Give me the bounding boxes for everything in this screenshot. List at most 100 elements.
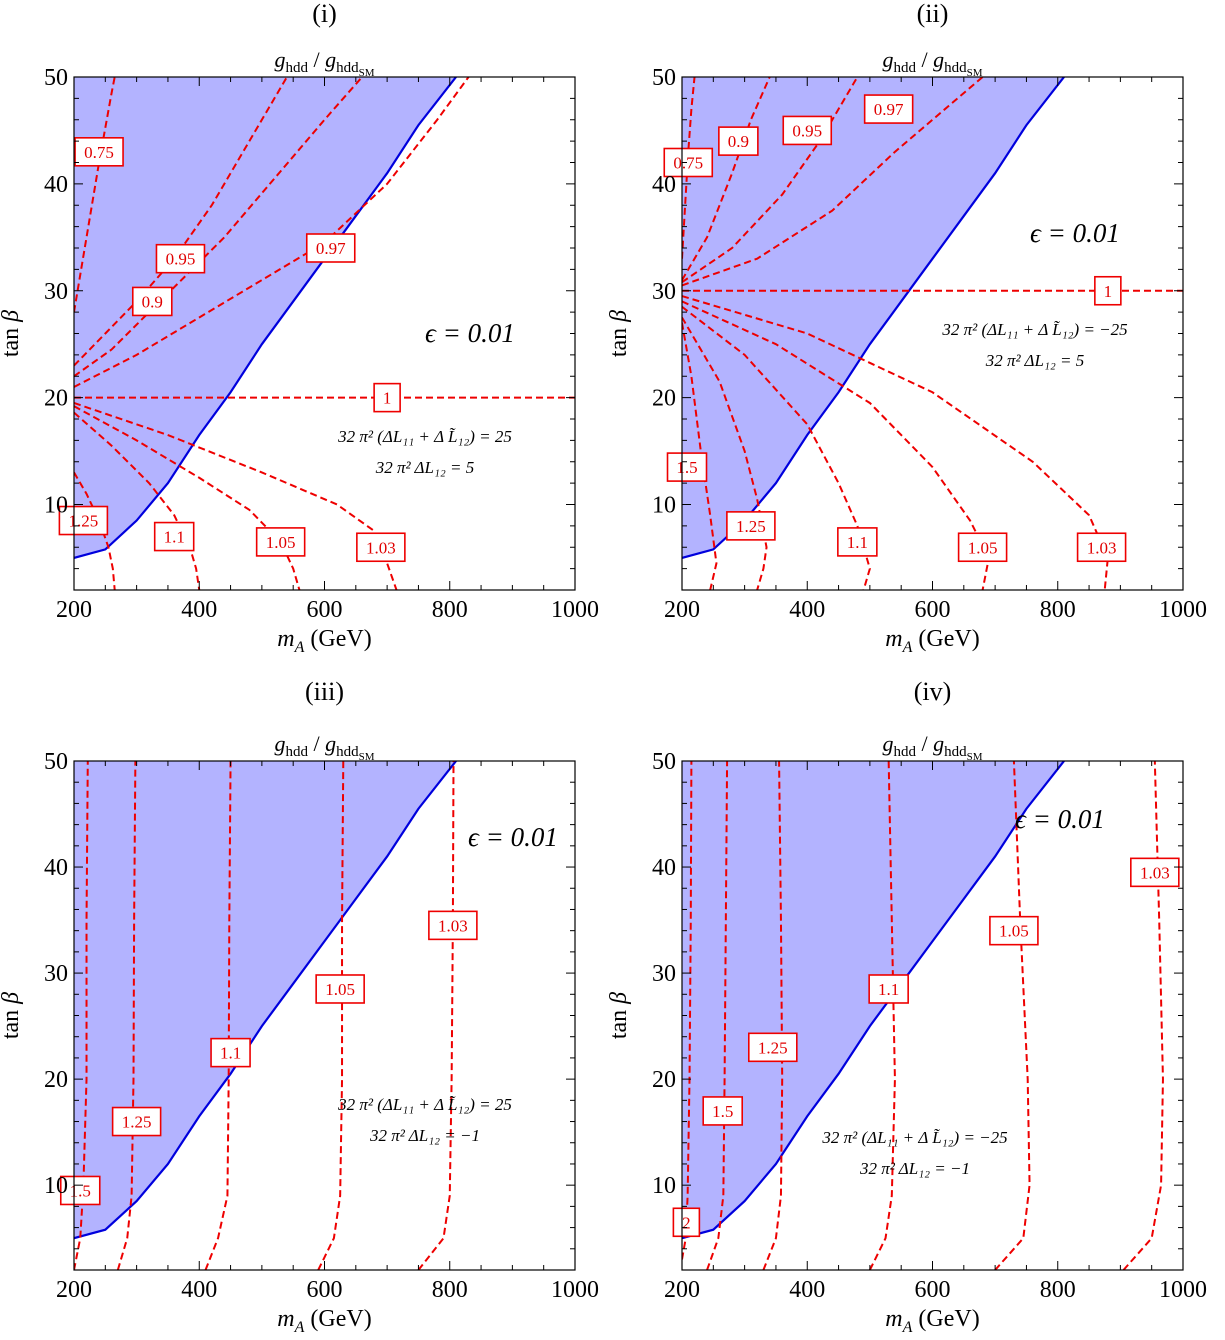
panel-label: (i) [312,0,337,28]
x-tick-label: 400 [789,1277,825,1303]
contour-label-box [210,1037,251,1068]
x-tick-label: 600 [915,1277,951,1303]
plot-title: ghdd / ghddSM [274,47,374,79]
y-axis-title: tan β [0,310,24,357]
chart-panel-1: 0.75 0.9 0.95 0.97 1 1.03 1.05 1.1 1.25 200 400 600… [0,0,599,656]
contour-label-box [131,286,173,317]
boundary-curve [74,761,457,1240]
contour-label-box [111,1106,162,1137]
contour-label-1.5: 1.5 [666,452,708,482]
contour-line-1.25 [682,316,768,590]
contour-label-text: 0.97 [874,100,904,119]
contour-line-0.95 [74,77,363,378]
x-tick-label: 1000 [1159,1277,1207,1303]
contour-label-box [1094,275,1122,306]
contour-label-0.9: 0.9 [718,126,759,156]
plot-title: ghdd / ghddSM [882,47,982,79]
contour-label-0.95: 0.95 [782,115,833,146]
contour-label-1.1: 1.1 [153,521,195,552]
contour-label-box [957,532,1008,563]
formula-note-1: 32 π² (ΔL₁₁ + Δ L̃₁₂) = 25 [337,427,512,446]
contour-label-box [837,527,878,557]
contour-label-1.25: 1.25 [726,511,776,541]
contour-label-text: 1.25 [736,517,766,536]
contour-label-box [782,115,833,146]
contour-line-1.03 [417,761,455,1270]
contour-label-0.9: 0.9 [131,286,173,317]
contour-label-text: 1.25 [122,1113,152,1132]
contour-label-text: 0.95 [792,121,822,140]
x-tick-label: 1000 [1159,597,1207,623]
contour-label-1.05: 1.05 [989,915,1039,946]
y-tick-label: 30 [44,279,68,305]
contour-label-box [663,147,714,178]
contour-line-0.75 [74,77,116,313]
chart-panel-4: 2 1.5 1.25 1.1 1.05 1.03 200 400 600 800 1000 10 20 3… [606,677,1207,1336]
epsilon-annotation: ϵ = 0.01 [425,318,515,348]
contour-label-1.25: 1.25 [111,1106,162,1137]
contour-label-box [74,137,124,167]
formula-note-2: 32 π² ΔL₁₂ = −1 [859,1159,970,1178]
contour-label-text: 1.05 [999,922,1029,941]
y-tick-label: 10 [652,1173,676,1199]
y-tick-label: 40 [652,172,676,198]
contour-label-1.03: 1.03 [428,910,478,941]
contour-line-1.03 [1122,761,1164,1270]
plot-title: ghdd / ghddSM [882,731,982,763]
contour-label-box [868,974,909,1004]
x-tick-label: 600 [915,597,951,623]
x-tick-label: 1000 [551,597,599,623]
plot-title: ghdd / ghddSM [274,731,374,763]
axis-ticks [73,76,576,591]
contour-label-0.97: 0.97 [305,233,356,263]
y-tick-label: 30 [44,961,68,987]
x-tick-label: 800 [1040,597,1076,623]
contour-label-box [1130,857,1180,888]
formula-note-1: 32 π² (ΔL₁₁ + Δ L̃₁₂) = 25 [337,1095,512,1114]
y-tick-label: 40 [652,855,676,881]
contour-label-text: 1.05 [325,980,355,999]
contour-label-text: 1.03 [1140,863,1170,882]
contour-label-text: 1 [1104,282,1113,301]
contour-label-box [58,505,109,536]
y-tick-label: 20 [652,386,676,412]
y-tick-label: 50 [44,65,68,91]
contour-label-0.75: 0.75 [74,137,124,167]
contour-label-text: 1.1 [164,528,185,547]
y-tick-label: 10 [44,1173,68,1199]
x-tick-label: 200 [56,1277,92,1303]
contour-label-box [356,532,406,563]
x-tick-label: 600 [307,597,343,623]
x-tick-label: 800 [432,1277,468,1303]
y-tick-label: 10 [44,493,68,519]
contour-label-1.1: 1.1 [210,1037,251,1068]
contour-line-1.5 [682,322,718,590]
contour-line-0.95 [682,77,859,284]
y-tick-label: 50 [652,65,676,91]
contour-label-box [726,511,776,541]
contour-label-text: 0.75 [84,143,114,162]
x-tick-label: 400 [181,597,217,623]
contour-label-text: 1 [383,389,392,408]
contour-line-0.9 [682,77,771,281]
contour-label-box [748,1032,798,1063]
contour-label-box [59,1175,101,1206]
y-tick-label: 20 [44,1067,68,1093]
contour-label-text: 0.97 [316,239,346,258]
contour-label-box [428,910,478,941]
epsilon-annotation: ϵ = 0.01 [1030,218,1120,248]
shaded-region [74,761,457,1239]
boundary-curve [682,761,1065,1240]
shaded-region [74,77,457,558]
x-tick-label: 200 [664,1277,700,1303]
y-tick-label: 20 [652,1067,676,1093]
x-tick-label: 200 [664,597,700,623]
x-tick-label: 1000 [551,1277,599,1303]
contour-label-0.95: 0.95 [155,243,206,274]
contour-label-1: 1 [1094,275,1122,306]
contour-label-box [989,915,1039,946]
contour-label-1.03: 1.03 [1130,857,1180,888]
contour-line-1.1 [74,411,201,590]
shaded-region [682,77,1065,558]
